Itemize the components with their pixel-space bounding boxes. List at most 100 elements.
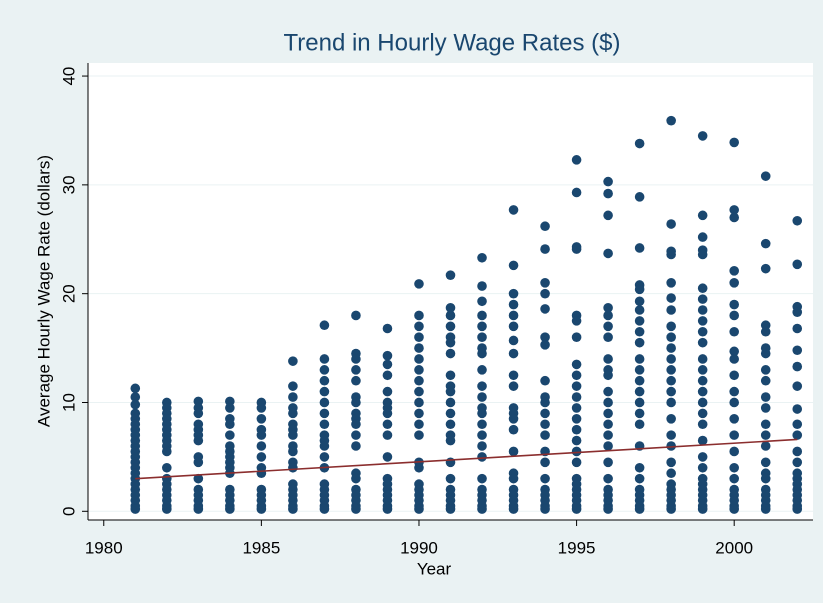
scatter-point: [477, 310, 487, 321]
scatter-point: [130, 504, 141, 514]
scatter-point: [351, 397, 361, 408]
scatter-point: [634, 354, 645, 364]
scatter-point: [351, 504, 361, 514]
scatter-point: [760, 171, 771, 181]
scatter-point: [351, 365, 361, 375]
scatter-point: [603, 321, 613, 332]
scatter-point: [729, 414, 739, 424]
scatter-point: [634, 365, 645, 375]
scatter-point: [351, 310, 361, 321]
scatter-point: [508, 335, 519, 346]
scatter-point: [666, 354, 676, 364]
scatter-point: [697, 397, 708, 408]
scatter-point: [130, 383, 141, 394]
scatter-point: [666, 305, 676, 315]
scatter-point: [697, 210, 708, 221]
scatter-point: [445, 370, 456, 381]
scatter-point: [477, 296, 487, 307]
scatter-point: [445, 270, 456, 280]
scatter-point: [634, 296, 645, 307]
scatter-point: [414, 430, 424, 440]
scatter-point: [445, 348, 456, 359]
scatter-point: [603, 370, 613, 381]
scatter-point: [666, 115, 676, 126]
scatter-point: [508, 348, 519, 359]
scatter-point: [634, 473, 645, 484]
scatter-point: [319, 419, 330, 430]
scatter-point: [414, 386, 424, 397]
scatter-point: [162, 462, 172, 473]
scatter-point: [256, 430, 267, 440]
scatter-point: [792, 430, 803, 440]
scatter-point: [162, 446, 172, 457]
scatter-point: [540, 221, 550, 232]
scatter-point: [760, 441, 771, 451]
fit-line: [135, 438, 798, 480]
scatter-point: [697, 283, 708, 294]
scatter-point: [414, 462, 424, 473]
scatter-point: [571, 370, 582, 381]
scatter-point: [792, 457, 803, 468]
scatter-point: [477, 419, 487, 430]
scatter-point: [760, 238, 771, 249]
scatter-point: [634, 138, 645, 149]
scatter-point: [445, 408, 456, 419]
scatter-point: [760, 392, 771, 402]
scatter-point: [319, 441, 330, 451]
scatter-point: [634, 462, 645, 473]
scatter-point: [445, 457, 456, 468]
scatter-point: [666, 504, 676, 514]
scatter-point: [666, 249, 676, 260]
scatter-point: [697, 326, 708, 337]
scatter-point: [225, 504, 235, 514]
scatter-point: [729, 212, 739, 223]
scatter-point: [382, 323, 393, 334]
scatter-point: [477, 504, 487, 514]
scatter-point: [571, 155, 582, 165]
scatter-point: [508, 370, 519, 381]
scatter-point: [697, 131, 708, 141]
scatter-point: [319, 452, 330, 462]
scatter-point: [319, 320, 330, 331]
scatter-point: [697, 452, 708, 462]
scatter-point: [414, 419, 424, 430]
scatter-point: [351, 375, 361, 386]
scatter-point: [634, 375, 645, 386]
scatter-point: [697, 386, 708, 397]
scatter-point: [319, 386, 330, 397]
scatter-point: [445, 419, 456, 430]
scatter-point: [477, 321, 487, 332]
x-tick-label: 2000: [715, 538, 753, 557]
scatter-point: [792, 345, 803, 356]
scatter-point: [634, 243, 645, 253]
scatter-point: [382, 370, 393, 381]
scatter-point: [508, 299, 519, 310]
scatter-point: [697, 435, 708, 446]
scatter-point: [697, 305, 708, 315]
scatter-point: [414, 365, 424, 375]
y-tick-label: 0: [59, 507, 78, 516]
scatter-point: [760, 457, 771, 468]
scatter-point: [288, 504, 298, 514]
scatter-point: [288, 462, 298, 473]
scatter-point: [666, 293, 676, 303]
scatter-point: [508, 504, 519, 514]
scatter-point: [477, 281, 487, 291]
scatter-point: [634, 305, 645, 315]
scatter-point: [319, 408, 330, 419]
scatter-point: [697, 337, 708, 348]
scatter-point: [256, 414, 267, 424]
scatter-point: [414, 397, 424, 408]
scatter-point: [634, 408, 645, 419]
scatter-point: [634, 192, 645, 202]
scatter-point: [760, 326, 771, 337]
scatter-point: [729, 346, 739, 357]
scatter-point: [729, 310, 739, 321]
scatter-point: [666, 219, 676, 229]
scatter-point: [540, 244, 550, 254]
scatter-point: [760, 419, 771, 430]
scatter-point: [382, 359, 393, 370]
scatter-point: [697, 316, 708, 326]
scatter-point: [351, 441, 361, 451]
scatter-point: [571, 504, 582, 514]
